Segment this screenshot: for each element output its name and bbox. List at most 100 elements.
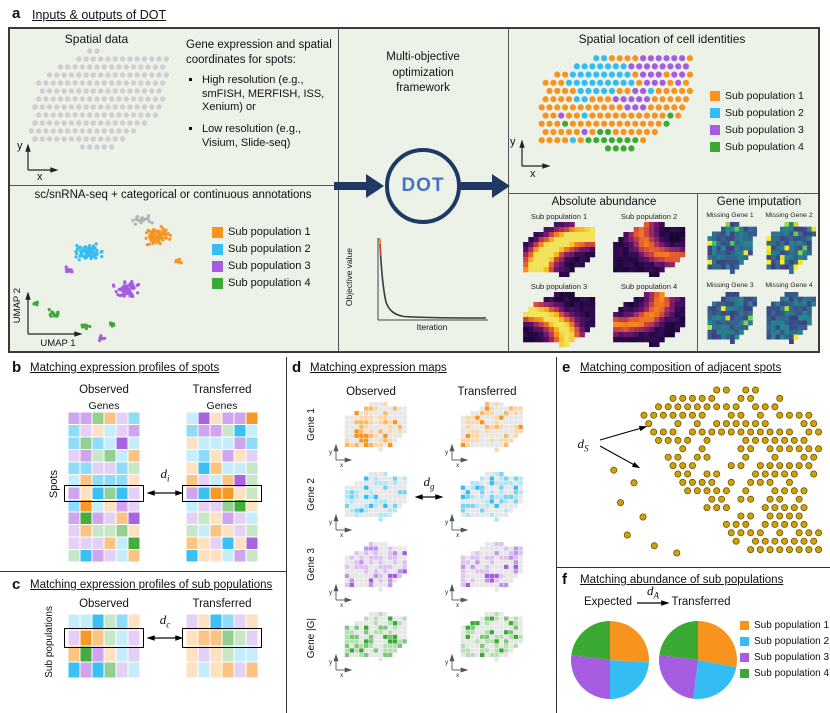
legend-swatch <box>710 125 720 135</box>
umap-scatter <box>25 214 183 343</box>
metric-dg: dg <box>412 474 446 492</box>
panel-c-rows-label: Sub populations <box>44 606 55 678</box>
metric-di: di <box>148 466 182 484</box>
metric-subscript: i <box>166 473 170 484</box>
abundance-1-label: Sub population 1 <box>530 212 588 221</box>
metric-subscript: S <box>584 443 589 454</box>
svg-text:x: x <box>340 532 344 538</box>
location-dot-map <box>519 55 693 169</box>
double-arrow-b <box>146 490 184 496</box>
legend-swatch <box>212 277 223 289</box>
panel-b-title: Matching expression profiles of spots <box>30 362 220 374</box>
abundance-4-label: Sub population 4 <box>620 282 678 291</box>
flow-arrow-right <box>458 174 510 198</box>
legend-item: Sub population 1 <box>710 90 804 102</box>
panel-a-title: Inputs & outputs of DOT <box>32 8 167 22</box>
objective-plot <box>377 237 488 321</box>
legend-swatch <box>740 669 749 678</box>
arrow-da <box>637 600 670 606</box>
objective-x-axis-label: Iteration <box>416 322 448 332</box>
metric-dc: dc <box>148 612 182 630</box>
highlight-row-transferred-subpops <box>182 628 262 648</box>
legend-label: Sub population 4 <box>228 277 311 289</box>
panel-c-transferred: Transferred <box>192 598 252 610</box>
gene-map-transferred: yx <box>445 402 523 468</box>
panel-d-transferred: Transferred <box>457 386 517 398</box>
abundance-3-map <box>523 292 596 347</box>
svg-text:x: x <box>340 672 344 678</box>
description-bullets: High resolution (e.g., smFISH, MERFISH, … <box>186 74 336 151</box>
gene-map-observed: yx <box>329 402 407 468</box>
double-arrow-d <box>414 494 444 500</box>
imputation-2-label: Missing Gene 2 <box>765 212 813 219</box>
abundance-pies <box>570 621 737 700</box>
svg-text:y: y <box>445 659 449 666</box>
imputation-2-map <box>766 222 816 274</box>
panel-b-transferred: Transferred <box>192 384 252 396</box>
panel-f-title: Matching abundance of sub populations <box>580 574 784 586</box>
metric-symbol: d <box>159 612 167 627</box>
abundance-2-map <box>613 222 686 277</box>
legend-swatch <box>710 142 720 152</box>
gene-row-label: Gene 3 <box>306 548 317 581</box>
svg-text:x: x <box>340 602 344 608</box>
legend-swatch <box>740 621 749 630</box>
legend-label: Sub population 3 <box>228 260 311 272</box>
panel-b-genes-2: Genes <box>206 400 238 412</box>
location-x-axis-label: x <box>530 168 536 180</box>
highlight-row-transferred-spots <box>182 485 262 502</box>
divider-left-horizontal <box>10 185 338 187</box>
legend-item: Sub population 3 <box>212 260 311 272</box>
panel-e-label: e <box>562 359 571 376</box>
legend-item: Sub population 2 <box>740 636 829 647</box>
metric-subscript: A <box>653 590 660 601</box>
metric-symbol: d <box>423 474 431 489</box>
svg-text:x: x <box>456 672 460 678</box>
expression-matrix-observed-subpops <box>68 614 140 678</box>
imputation-title: Gene imputation <box>716 196 802 208</box>
gene-map-observed: yx <box>329 472 407 538</box>
imputation-3-label: Missing Gene 3 <box>706 282 754 289</box>
legend-label: Sub population 1 <box>754 620 830 631</box>
panel-c-title: Matching expression profiles of sub popu… <box>30 579 273 591</box>
svg-text:y: y <box>329 589 333 596</box>
gene-row-label: Gene 2 <box>306 478 317 511</box>
svg-text:x: x <box>456 532 460 538</box>
imputation-4-map <box>766 292 816 344</box>
gene-row-label: Gene |G| <box>306 618 317 659</box>
panel-b-observed: Observed <box>79 384 129 396</box>
svg-text:y: y <box>445 519 449 526</box>
description-bullet: High resolution (e.g., smFISH, MERFISH, … <box>202 74 336 115</box>
highlight-row-observed-spots <box>64 485 144 502</box>
expression-matrix-observed-spots <box>68 412 140 562</box>
panel-f-transferred: Transferred <box>671 596 731 608</box>
umap-x-axis-label: UMAP 1 <box>40 338 76 349</box>
expression-matrix-transferred-subpops <box>186 614 258 678</box>
panel-e-title: Matching composition of adjacent spots <box>580 362 782 374</box>
metric-da: dA <box>636 583 670 601</box>
panel-d-title: Matching expression maps <box>310 362 447 374</box>
spatial-data-title: Spatial data <box>64 32 129 46</box>
metric-subscript: g <box>430 481 435 492</box>
sc-title: sc/snRNA-seq + categorical or continuous… <box>34 189 312 201</box>
metric-symbol: d <box>647 583 654 598</box>
spatial-description: Gene expression and spatial coordinates … <box>186 38 336 159</box>
legend-label: Sub population 1 <box>725 90 804 102</box>
legend-swatch <box>740 653 749 662</box>
panel-f-label: f <box>562 571 567 588</box>
abundance-title: Absolute abundance <box>551 196 657 208</box>
gene-map-transferred: yx <box>445 472 523 538</box>
gene-map-transferred: yx <box>445 612 523 678</box>
svg-text:x: x <box>340 462 344 468</box>
legend-item: Sub population 3 <box>710 124 804 136</box>
imputation-1-label: Missing Gene 1 <box>706 212 754 219</box>
separator-vertical-1 <box>286 357 287 713</box>
panel-c-label: c <box>12 576 21 593</box>
panel-b-genes-1: Genes <box>88 400 120 412</box>
imputation-1-map <box>707 222 757 274</box>
imputation-4-label: Missing Gene 4 <box>765 282 813 289</box>
legend-item: Sub population 4 <box>212 277 311 289</box>
legend-item: Sub population 3 <box>740 652 829 663</box>
umap-legend: Sub population 1 Sub population 2 Sub popu… <box>212 226 311 294</box>
legend-label: Sub population 1 <box>228 226 311 238</box>
